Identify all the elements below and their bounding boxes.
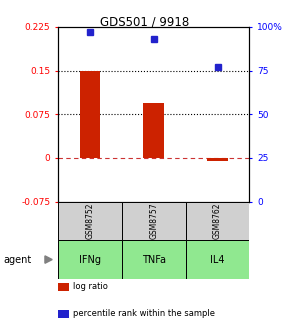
Text: GSM8752: GSM8752 <box>85 203 95 239</box>
Bar <box>58 310 69 318</box>
Text: percentile rank within the sample: percentile rank within the sample <box>73 309 215 318</box>
Text: GDS501 / 9918: GDS501 / 9918 <box>100 15 190 28</box>
Bar <box>58 240 122 279</box>
Text: agent: agent <box>3 255 31 264</box>
Bar <box>58 202 122 240</box>
Bar <box>122 240 186 279</box>
Text: IL4: IL4 <box>210 255 225 264</box>
Bar <box>80 71 100 158</box>
Bar <box>186 240 249 279</box>
Text: TNFa: TNFa <box>142 255 166 264</box>
Bar <box>186 202 249 240</box>
Text: GSM8762: GSM8762 <box>213 203 222 239</box>
Bar <box>122 202 186 240</box>
Text: GSM8757: GSM8757 <box>149 203 158 239</box>
Bar <box>58 283 69 291</box>
Polygon shape <box>45 256 52 263</box>
Bar <box>144 102 164 158</box>
Text: log ratio: log ratio <box>73 283 108 291</box>
Bar <box>207 158 228 161</box>
Text: IFNg: IFNg <box>79 255 101 264</box>
